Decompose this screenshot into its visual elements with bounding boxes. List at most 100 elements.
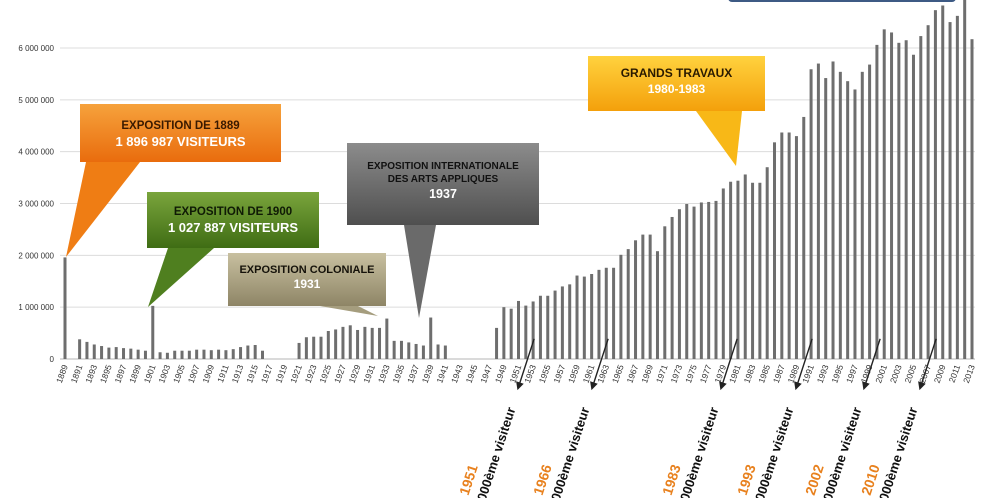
bar: [297, 342, 301, 359]
bar: [85, 341, 89, 359]
callout-value: 1 027 887 VISITEURS: [167, 219, 299, 235]
milestone-arrow-head: [590, 381, 598, 391]
bar: [597, 269, 601, 359]
bar: [392, 340, 396, 359]
bar: [619, 254, 623, 359]
x-tick-label: 2013: [961, 363, 977, 384]
y-tick-label: 5 000 000: [18, 96, 54, 105]
bar: [304, 337, 308, 359]
bar: [348, 325, 352, 359]
bar: [846, 81, 850, 359]
bar: [699, 202, 703, 359]
bar: [319, 336, 323, 359]
bar: [553, 290, 557, 359]
callout-title: EXPOSITION DE 1889: [121, 120, 240, 132]
bar: [407, 342, 411, 359]
callout-value: 1 896 987 VISITEURS: [115, 133, 246, 149]
bar: [838, 71, 842, 360]
bar: [751, 182, 755, 359]
bar: [370, 327, 374, 359]
bar: [787, 132, 791, 359]
callout-title: EXPOSITION INTERNATIONALE DES ARTS APPLI…: [367, 161, 519, 185]
bar: [531, 301, 535, 359]
bar: [707, 201, 711, 359]
bar: [663, 226, 667, 359]
callout-pointers: [66, 111, 742, 318]
bar: [641, 234, 645, 359]
milestone-arrow-line: [864, 338, 881, 387]
bar: [399, 340, 403, 359]
bar: [165, 352, 169, 359]
bar: [122, 348, 126, 359]
bar: [151, 305, 155, 359]
callout-value: 1937: [429, 187, 457, 201]
bar: [904, 40, 908, 359]
bar: [868, 64, 872, 359]
milestone-label: 000ème visiteur: [474, 405, 518, 498]
milestone-label: 000ème visiteur: [677, 405, 721, 498]
bar: [765, 167, 769, 359]
callout-exposition-1900: EXPOSITION DE 1900 1 027 887 VISITEURS: [147, 192, 319, 248]
y-axis-ticks: 0 1 000 000 2 000 000 3 000 000 4 000 000 5 0…: [18, 44, 54, 364]
bar: [773, 142, 777, 359]
cropped-banner: [728, 0, 956, 2]
bar: [590, 273, 594, 359]
bar: [582, 276, 586, 359]
bar: [794, 136, 798, 359]
bar: [63, 257, 67, 359]
bar: [100, 346, 104, 359]
bar: [385, 318, 389, 359]
bar: [729, 181, 733, 359]
bar: [941, 5, 945, 359]
bar: [890, 32, 894, 359]
x-tick-label: 1909: [200, 363, 216, 384]
callout-grands-travaux: GRANDS TRAVAUX 1980-1983: [588, 56, 765, 111]
bar: [143, 350, 147, 359]
y-tick-label: 3 000 000: [18, 200, 54, 209]
callout-title: EXPOSITION COLONIALE: [239, 264, 375, 276]
callout-pointer: [404, 225, 436, 318]
milestone-arrow-head: [918, 381, 926, 391]
bar: [612, 267, 616, 359]
bar: [575, 275, 579, 359]
milestone-label: 000ème visiteur: [820, 405, 864, 498]
bar: [326, 331, 330, 359]
bar: [195, 349, 199, 359]
bar: [538, 295, 542, 359]
bar: [158, 352, 162, 359]
bar: [816, 63, 820, 360]
milestone-arrow-head: [794, 381, 802, 391]
milestone-arrow-line: [592, 338, 609, 387]
y-tick-label: 6 000 000: [18, 44, 54, 53]
bar: [509, 308, 513, 359]
milestone-arrow-line: [920, 338, 937, 387]
bar: [758, 182, 762, 359]
bar: [831, 61, 835, 360]
x-tick-label: 2009: [932, 363, 948, 384]
callout-pointer: [696, 111, 742, 166]
milestone-arrow-line: [721, 338, 738, 387]
y-tick-label: 1 000 000: [18, 303, 54, 312]
bar: [78, 339, 82, 359]
bars: [63, 0, 974, 360]
bar: [721, 188, 725, 359]
bar: [546, 295, 550, 359]
bar: [231, 349, 235, 359]
bar: [963, 0, 967, 359]
bar: [692, 206, 696, 359]
bar: [948, 22, 952, 359]
bar: [560, 286, 564, 359]
bar: [780, 132, 784, 359]
y-tick-label: 0: [50, 355, 55, 364]
callout-value: 1980-1983: [647, 81, 706, 96]
callout-pointer: [66, 162, 140, 257]
y-tick-label: 4 000 000: [18, 148, 54, 157]
bar: [714, 200, 718, 359]
bar: [312, 336, 316, 359]
milestone-arrow-head: [516, 381, 524, 391]
y-tick-label: 2 000 000: [18, 251, 54, 260]
bar: [239, 347, 243, 359]
